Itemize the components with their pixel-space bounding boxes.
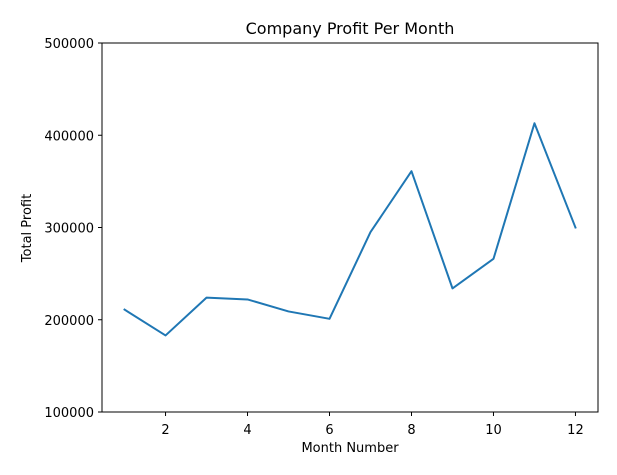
y-tick-label: 300000 (44, 222, 94, 237)
x-axis-label: Month Number (301, 441, 399, 456)
y-axis: 100000 200000 300000 400000 500000 (44, 37, 102, 421)
plot-frame (101, 42, 599, 413)
x-tick-label: 4 (243, 423, 251, 438)
profit-series-line (123, 122, 577, 337)
x-axis: 2 4 6 8 10 12 (161, 412, 584, 438)
x-tick-label: 12 (567, 423, 584, 438)
y-tick-label: 200000 (44, 314, 94, 329)
x-tick-label: 6 (325, 423, 333, 438)
x-tick-label: 8 (407, 423, 415, 438)
y-tick-label: 100000 (44, 406, 94, 421)
y-axis-label: Total Profit (20, 194, 35, 263)
x-tick-label: 10 (485, 423, 502, 438)
x-tick-label: 2 (161, 423, 169, 438)
y-tick-label: 500000 (44, 37, 94, 52)
chart-title: Company Profit Per Month (246, 19, 455, 38)
y-tick-label: 400000 (44, 129, 94, 144)
plot-area: 2 4 6 8 10 12 100000 200000 300000 400000 500000 (44, 37, 599, 438)
